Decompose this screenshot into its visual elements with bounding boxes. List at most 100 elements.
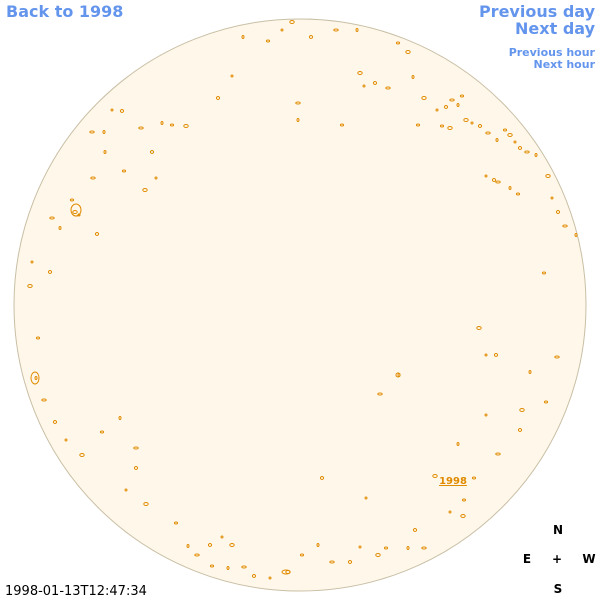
contour [463, 118, 469, 122]
contour [484, 413, 488, 417]
next-day-link[interactable]: Next day [515, 19, 596, 38]
contour [550, 196, 554, 200]
contour [517, 428, 523, 432]
compass-north: N [553, 523, 563, 537]
contour [421, 546, 427, 550]
back-link[interactable]: Back to 1998 [6, 2, 123, 21]
timestamp: 1998-01-13T12:47:34 [5, 584, 147, 599]
contour [143, 502, 149, 506]
contour [541, 271, 547, 275]
contour [281, 569, 291, 575]
contour [99, 430, 105, 434]
contour [154, 176, 158, 180]
contour [72, 210, 78, 214]
contour [183, 124, 189, 128]
contour [362, 84, 366, 88]
contour [30, 371, 40, 385]
contour [52, 420, 58, 424]
compass-center: + [552, 552, 562, 566]
contour [554, 355, 560, 359]
contour [160, 121, 164, 125]
contour [456, 103, 460, 107]
contour [118, 416, 122, 420]
contour [517, 146, 523, 150]
contour [375, 553, 381, 557]
region-label[interactable]: 1998 [439, 476, 467, 487]
contour [476, 326, 482, 330]
contour [513, 140, 517, 144]
contour [49, 216, 55, 220]
contour [555, 210, 561, 214]
next-hour-link[interactable]: Next hour [534, 58, 596, 71]
previous-day-link[interactable]: Previous day [479, 2, 596, 21]
contour [406, 546, 410, 550]
contour [470, 121, 474, 125]
contour [169, 123, 175, 127]
contour [220, 535, 224, 539]
contour [30, 260, 34, 264]
contour [574, 233, 578, 237]
contour [308, 35, 314, 39]
contour [69, 198, 75, 202]
contour [226, 566, 230, 570]
contour [493, 353, 499, 357]
contour [443, 105, 449, 109]
contour [333, 28, 339, 32]
contour [64, 438, 68, 442]
contour [477, 124, 483, 128]
compass-east: E [523, 552, 531, 566]
contour [149, 150, 155, 154]
contour [543, 400, 549, 404]
contour [377, 392, 383, 396]
contour [289, 20, 295, 24]
contour [35, 336, 41, 340]
contour [411, 75, 415, 79]
contour [515, 192, 521, 196]
previous-hour-link[interactable]: Previous hour [509, 46, 596, 59]
contour [103, 150, 107, 154]
contour [395, 372, 401, 378]
contour [439, 124, 445, 128]
contour [432, 474, 438, 478]
contour [209, 564, 215, 568]
contour [507, 133, 513, 137]
contour [34, 376, 38, 380]
contour [358, 545, 362, 549]
contour [186, 544, 190, 548]
contour [449, 98, 455, 102]
contour [90, 176, 96, 180]
contour [448, 510, 452, 514]
contour [447, 126, 453, 130]
contour [347, 560, 353, 564]
contour [412, 528, 418, 532]
contour [485, 131, 491, 135]
contour [319, 476, 325, 480]
contour [194, 553, 200, 557]
contour [435, 108, 439, 112]
contour [280, 28, 284, 32]
contour [491, 178, 497, 182]
contour [229, 543, 235, 547]
contour [534, 153, 538, 157]
contour [502, 128, 508, 132]
contour [27, 284, 33, 288]
contour [524, 150, 530, 154]
contour [173, 521, 179, 525]
contour [508, 186, 512, 190]
contour [79, 453, 85, 457]
contour [299, 553, 305, 557]
contour [519, 408, 525, 412]
contour [241, 565, 247, 569]
contour [138, 126, 144, 130]
contour [471, 476, 477, 480]
contour [495, 138, 499, 142]
contour [456, 442, 460, 446]
contour [364, 496, 368, 500]
contour [241, 35, 245, 39]
contour [460, 514, 466, 518]
contour [405, 50, 411, 54]
contour [58, 226, 62, 230]
contour [215, 96, 221, 100]
